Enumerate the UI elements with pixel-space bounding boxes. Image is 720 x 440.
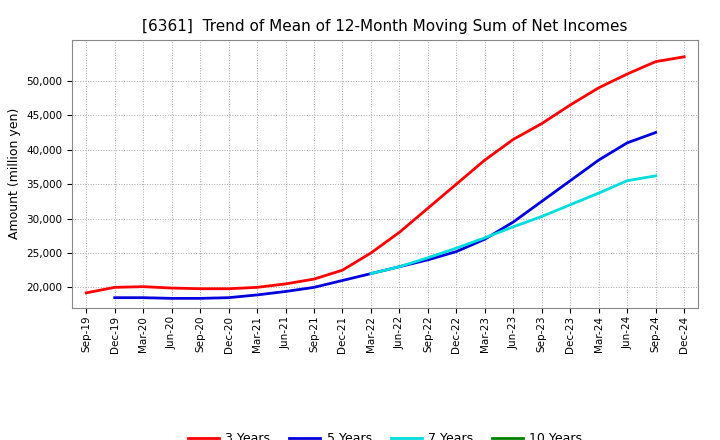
Title: [6361]  Trend of Mean of 12-Month Moving Sum of Net Incomes: [6361] Trend of Mean of 12-Month Moving … bbox=[143, 19, 628, 34]
Legend: 3 Years, 5 Years, 7 Years, 10 Years: 3 Years, 5 Years, 7 Years, 10 Years bbox=[183, 427, 588, 440]
Y-axis label: Amount (million yen): Amount (million yen) bbox=[8, 108, 21, 239]
